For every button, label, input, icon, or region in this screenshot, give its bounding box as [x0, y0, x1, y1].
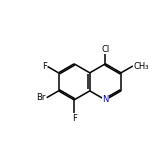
Text: Cl: Cl: [101, 45, 110, 54]
Text: F: F: [42, 62, 47, 71]
Text: N: N: [102, 95, 109, 104]
Text: Br: Br: [36, 93, 46, 102]
Text: F: F: [72, 114, 77, 123]
Text: CH₃: CH₃: [134, 62, 149, 71]
